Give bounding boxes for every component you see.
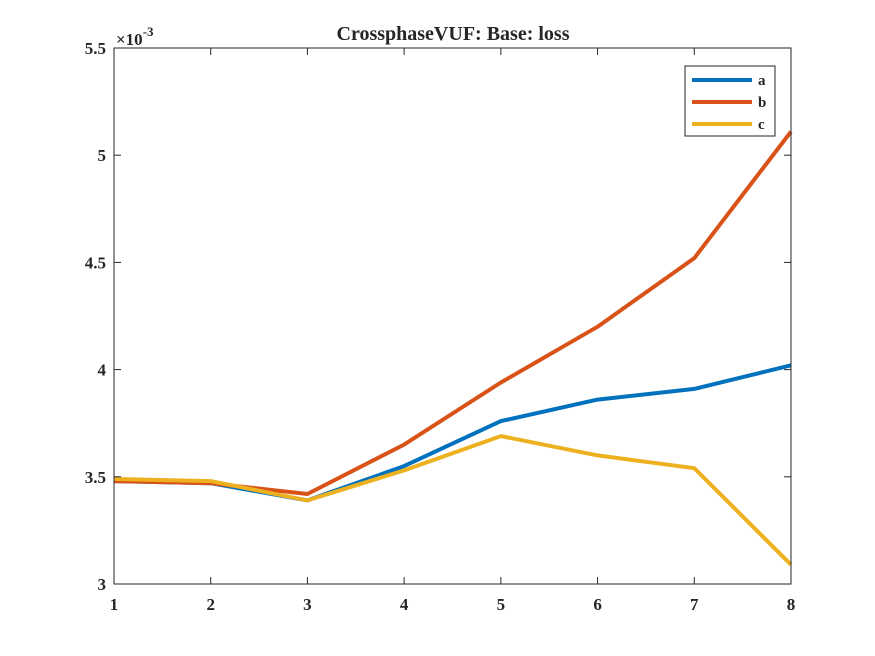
y-tick-label: 4.5 [85, 253, 106, 272]
y-tick-label: 5.5 [85, 39, 106, 58]
legend-label-c: c [758, 117, 765, 133]
y-tick-label: 5 [98, 146, 107, 165]
x-tick-label: 7 [690, 595, 699, 614]
y-tick-label: 4 [98, 361, 107, 380]
series-line-c [113, 434, 793, 567]
svg-text:×10-3: ×10-3 [116, 24, 154, 49]
axes-box [113, 47, 792, 585]
chart-title: CrossphaseVUF: Base: loss [337, 23, 570, 45]
axis-ticks: 1 2 3 4 5 6 7 8 3 3.5 4 4.5 5 5.5 [85, 39, 796, 614]
y-exponent-power: -3 [143, 24, 154, 39]
y-tick-label: 3.5 [85, 468, 106, 487]
x-tick-label: 5 [497, 595, 506, 614]
legend: abc [684, 65, 776, 137]
x-tick-label: 2 [206, 595, 215, 614]
plot-background [114, 48, 791, 584]
x-tick-label: 4 [400, 595, 409, 614]
y-exponent-base: ×10 [116, 30, 143, 49]
x-tick-label: 6 [593, 595, 602, 614]
x-tick-label: 3 [303, 595, 312, 614]
plot-area [113, 47, 793, 585]
x-tick-label: 8 [787, 595, 796, 614]
x-tick-label: 1 [110, 595, 119, 614]
legend-label-b: b [758, 95, 766, 111]
legend-label-a: a [758, 73, 766, 89]
y-tick-label: 3 [98, 575, 107, 594]
y-exponent-label: ×10-3 [116, 24, 154, 49]
